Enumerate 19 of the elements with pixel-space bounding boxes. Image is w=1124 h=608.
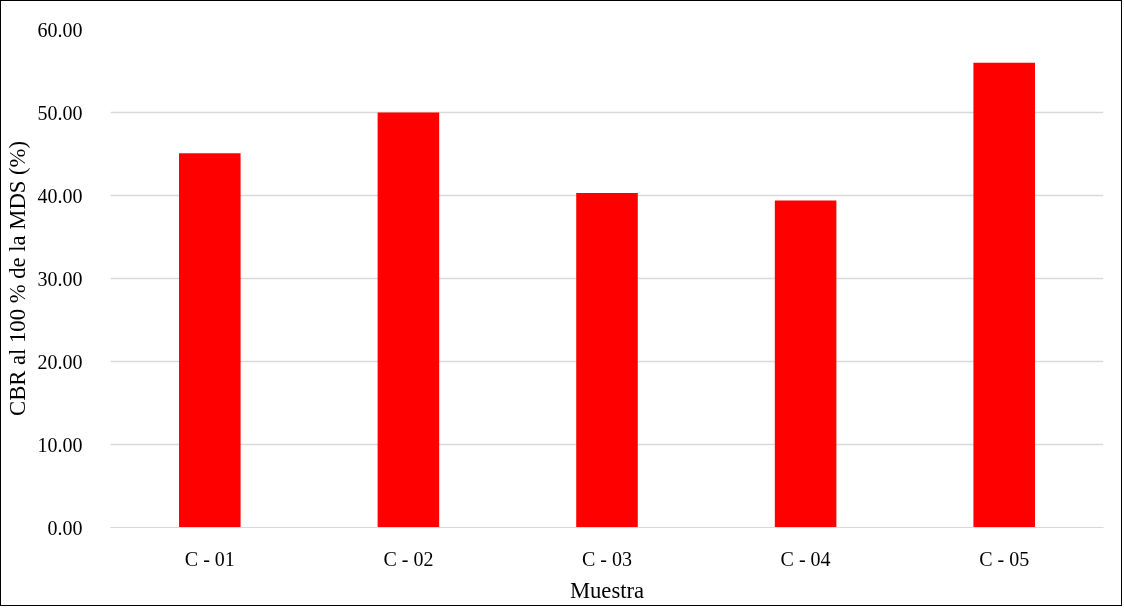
bar bbox=[774, 200, 837, 528]
x-tick-label: C - 03 bbox=[582, 547, 632, 570]
x-tick-label: C - 04 bbox=[780, 547, 831, 570]
y-tick-label: 10.00 bbox=[37, 433, 83, 456]
y-tick-label: 50.00 bbox=[37, 101, 83, 124]
x-tick-label: C - 01 bbox=[184, 547, 235, 570]
x-tick-label: C - 02 bbox=[383, 547, 434, 570]
bar bbox=[179, 153, 241, 528]
y-tick-label: 20.00 bbox=[37, 350, 83, 373]
bar bbox=[377, 112, 440, 528]
x-tick-label: C - 05 bbox=[979, 547, 1030, 570]
y-axis-title: CBR al 100 % de la MDS (%) bbox=[4, 141, 30, 416]
bar bbox=[973, 62, 1035, 528]
bar bbox=[576, 193, 638, 528]
y-tick-label: 40.00 bbox=[37, 184, 83, 207]
y-tick-label: 30.00 bbox=[37, 267, 83, 290]
x-axis-title: Muestra bbox=[569, 577, 645, 603]
y-tick-label: 0.00 bbox=[47, 516, 83, 539]
y-tick-label: 60.00 bbox=[37, 18, 83, 41]
